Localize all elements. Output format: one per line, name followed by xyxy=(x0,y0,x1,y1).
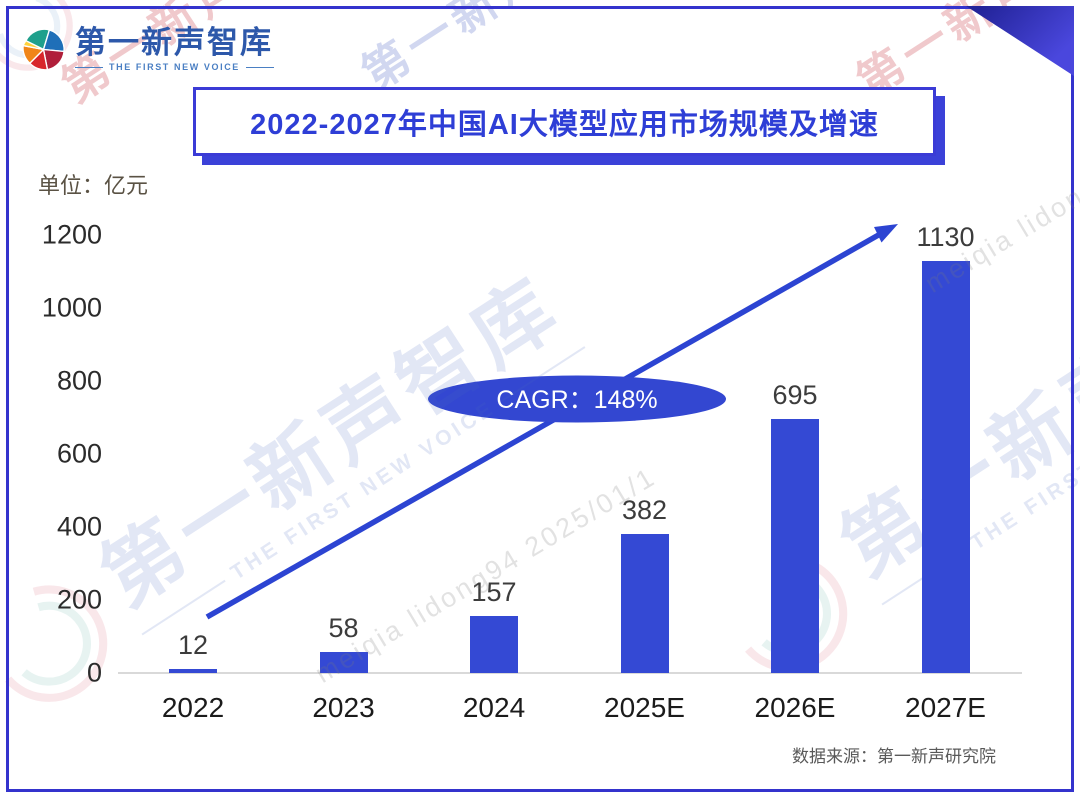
x-axis-tick-label: 2025E xyxy=(604,692,685,723)
bar-value-label: 12 xyxy=(177,629,209,660)
bar-value-label: 695 xyxy=(772,380,818,411)
bar-2027E xyxy=(921,260,970,673)
divider xyxy=(75,66,103,68)
x-axis-line xyxy=(118,672,1022,674)
bar-value-label: 58 xyxy=(328,612,359,643)
bar-2023 xyxy=(319,651,368,673)
y-axis-tick-label: 400 xyxy=(56,511,102,542)
y-axis-tick-label: 0 xyxy=(86,657,102,688)
y-axis-tick-label: 1000 xyxy=(41,292,102,323)
x-axis-tick-label: 2022 xyxy=(161,692,225,723)
divider xyxy=(245,66,274,68)
data-source-label: 数据来源：第一新声研究院 xyxy=(792,747,996,766)
bar-2026E xyxy=(771,419,819,673)
brand-subtitle: THE FIRST NEW VOICE xyxy=(75,62,274,72)
x-axis-tick-label: 2027E xyxy=(905,692,986,723)
bar-value-label: 382 xyxy=(621,494,668,525)
bar-2025E xyxy=(620,533,669,673)
y-axis-tick-label: 200 xyxy=(56,584,102,615)
x-axis-tick-label: 2023 xyxy=(312,692,375,723)
bar-value-label: 1130 xyxy=(916,221,975,252)
bar-value-label: 157 xyxy=(471,576,517,607)
globe-swirl-icon xyxy=(22,28,65,71)
brand-logo: 第一新声智库 THE FIRST NEW VOICE xyxy=(20,25,274,73)
y-axis-tick-label: 800 xyxy=(56,365,102,396)
chart-title-box: 2022-2027年中国AI大模型应用市场规模及增速 xyxy=(193,87,936,156)
y-axis-tick-label: 1200 xyxy=(41,219,102,250)
chart-title: 2022-2027年中国AI大模型应用市场规模及增速 xyxy=(250,108,879,141)
unit-label: 单位：亿元 xyxy=(38,173,149,198)
x-axis-tick-label: 2026E xyxy=(754,692,836,723)
bar-2022 xyxy=(169,668,217,673)
x-axis-tick-label: 2024 xyxy=(462,692,526,723)
brand-name: 第一新声智库 xyxy=(75,25,273,60)
bar-2024 xyxy=(470,615,518,673)
y-axis-tick-label: 600 xyxy=(56,438,102,469)
